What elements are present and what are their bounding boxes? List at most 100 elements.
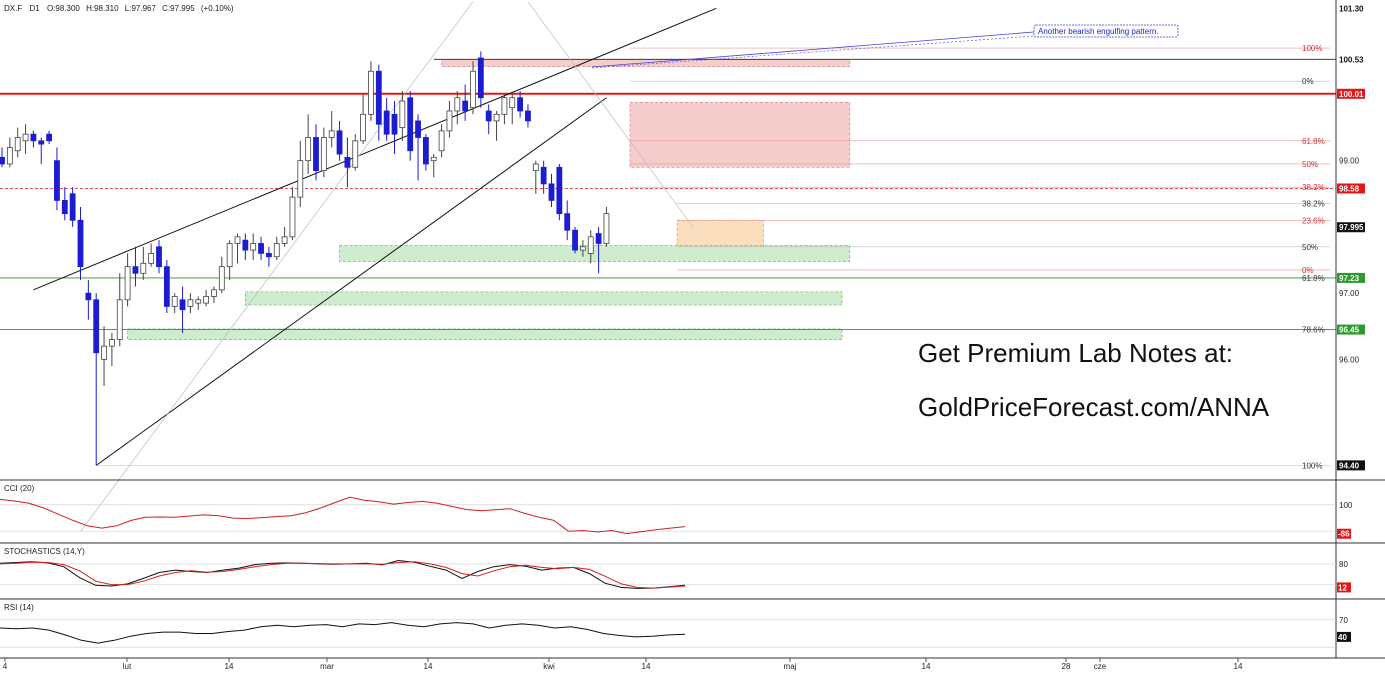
- candle-26: [203, 289, 210, 307]
- time-label-0: 4: [3, 662, 8, 671]
- candle-45: [352, 134, 359, 171]
- candle-54: [422, 134, 429, 171]
- axis-tag-4: 97.995: [1339, 223, 1364, 232]
- candle-40: [313, 124, 319, 181]
- candle-body: [532, 163, 539, 172]
- candle-body: [211, 289, 217, 297]
- pane-tag: -86: [1338, 530, 1350, 539]
- axis-tag-3: 98.58: [1339, 184, 1360, 193]
- candle-body: [124, 266, 131, 301]
- candle-body: [407, 97, 414, 152]
- candle-38: [297, 140, 304, 208]
- candle-71: [556, 163, 563, 221]
- candle-body: [38, 140, 45, 145]
- candle-33: [258, 236, 264, 261]
- pane-tag-bg: [1337, 582, 1351, 593]
- price-tick-0: 99.00: [1339, 157, 1360, 166]
- fib-label-10: 78.6%: [1302, 326, 1325, 335]
- candle-14: [109, 332, 115, 367]
- time-label-5: kwi: [543, 662, 555, 671]
- pane-tag-bg: [1337, 528, 1351, 539]
- pane-label: STOCHASTICS (14,Y): [4, 547, 85, 556]
- candle-0: [0, 147, 5, 168]
- candle-body: [470, 70, 476, 109]
- candle-30: [234, 233, 241, 264]
- time-label-2: 14: [225, 662, 234, 671]
- candle-body: [360, 113, 367, 142]
- candle-body: [580, 246, 586, 251]
- axis-tag-bg-0: [1337, 3, 1365, 14]
- candle-body: [46, 133, 52, 142]
- candle-body: [132, 266, 139, 274]
- guide-line-1: [80, 1, 474, 532]
- candle-body: [69, 193, 76, 221]
- candle-77: [603, 207, 610, 247]
- fib-label-11: 100%: [1302, 461, 1322, 470]
- candle-6: [46, 130, 52, 145]
- candle-body: [493, 113, 500, 122]
- candle-24: [187, 293, 194, 314]
- axis-tag-2: 100.01: [1339, 90, 1364, 99]
- candle-51: [399, 91, 406, 141]
- fib-label-8: 0%: [1302, 266, 1314, 275]
- trendlines-layer: [33, 1, 717, 532]
- candle-body: [422, 137, 429, 165]
- candle-44: [344, 137, 351, 188]
- candle-body: [77, 219, 84, 268]
- time-label-7: maj: [784, 662, 797, 671]
- time-label-9: 28: [1062, 662, 1071, 671]
- candle-body: [603, 213, 610, 244]
- candle-body: [399, 100, 406, 128]
- axis-tag-bg-4: [1337, 222, 1365, 233]
- candle-body: [454, 97, 461, 112]
- candle-50: [391, 101, 398, 155]
- candle-41: [320, 127, 327, 178]
- candle-body: [564, 213, 571, 231]
- candle-body: [289, 196, 296, 238]
- candle-body: [14, 137, 21, 152]
- pane-line-0: [0, 559, 686, 589]
- candle-53: [415, 114, 421, 181]
- candle-1: [6, 137, 13, 168]
- candle-27: [211, 286, 217, 304]
- candle-body: [61, 200, 68, 215]
- pane-label: RSI (14): [4, 603, 34, 612]
- axis-tag-bg-1: [1337, 54, 1365, 65]
- candle-body: [415, 120, 421, 138]
- axis-tag-0: 101.30: [1339, 4, 1364, 13]
- candle-body: [156, 246, 162, 268]
- candle-39: [305, 114, 312, 174]
- candle-body: [556, 166, 563, 215]
- header-open: O:98.300: [47, 4, 80, 13]
- header-symbol: DX.F: [4, 4, 22, 13]
- header-high: H:98.310: [86, 4, 119, 13]
- pane-line-0: [0, 496, 686, 535]
- candles-layer: [0, 51, 610, 466]
- time-axis: 4 lut 14 mar 14 kwi 14 maj 14 28 cze 14: [0, 657, 1385, 671]
- candle-74: [580, 240, 586, 257]
- candle-43: [336, 120, 343, 161]
- candle-48: [375, 64, 382, 141]
- candle-body: [501, 97, 508, 115]
- candle-body: [273, 243, 280, 258]
- candle-body: [297, 160, 304, 198]
- candle-21: [163, 260, 170, 314]
- candle-body: [140, 262, 147, 274]
- candle-67: [525, 104, 531, 128]
- candle-body: [109, 339, 115, 347]
- candle-body: [265, 253, 272, 258]
- candle-59: [462, 84, 469, 121]
- candle-36: [281, 226, 288, 247]
- candle-body: [163, 266, 170, 307]
- header-low: L:97.967: [125, 4, 157, 13]
- candle-body: [116, 299, 123, 340]
- candle-body: [517, 97, 523, 112]
- channel-line-1: [95, 97, 607, 466]
- candle-58: [454, 91, 461, 125]
- pane-label: CCI (20): [4, 484, 35, 493]
- fib-label-7: 50%: [1302, 243, 1318, 252]
- fib-label-5: 38.2%: [1302, 200, 1325, 209]
- zones-layer: [127, 58, 851, 340]
- candle-31: [242, 233, 249, 261]
- fib-label-3: 50%: [1302, 160, 1318, 169]
